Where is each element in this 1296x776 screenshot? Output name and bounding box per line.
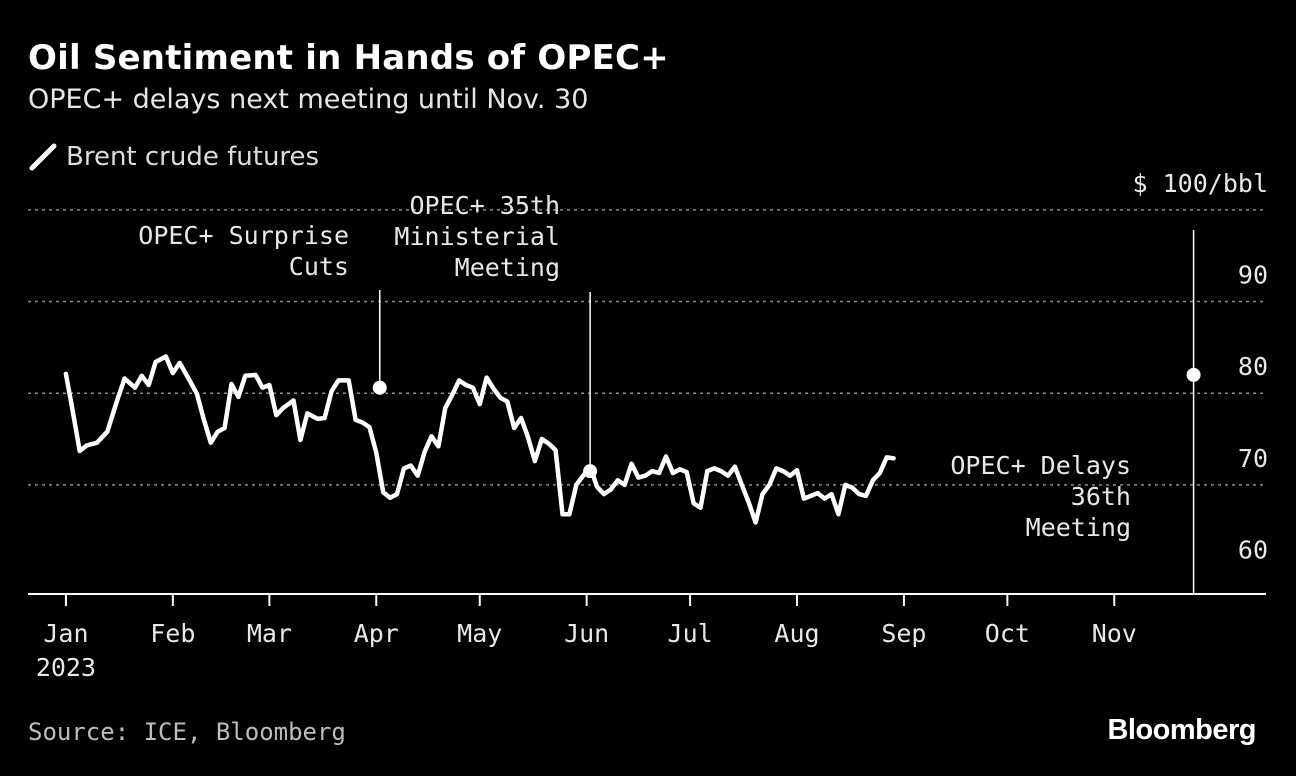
x-tick-label-may: May	[457, 619, 502, 648]
series-line-brent	[63, 354, 896, 525]
x-tick-label-apr: Apr	[354, 619, 399, 648]
legend-label: Brent crude futures	[66, 142, 320, 172]
bloomberg-logo: Bloomberg	[1107, 714, 1256, 746]
source-note: Source: ICE, Bloomberg	[28, 718, 346, 746]
legend-line-icon	[29, 143, 57, 171]
annotation-label-3-line-1: OPEC+ Delays	[950, 451, 1131, 480]
annotation-label-3-line-3: Meeting	[1026, 513, 1131, 542]
x-tick-label-aug: Aug	[774, 619, 819, 648]
x-tick-label-nov: Nov	[1092, 619, 1137, 648]
annotation-marker-3	[1186, 367, 1201, 382]
annotation-label-1-line-2: Cuts	[289, 252, 349, 281]
x-year-label: 2023	[36, 653, 96, 682]
x-tick-label-sep: Sep	[881, 619, 926, 648]
annotation-label-3-line-2: 36th	[1071, 482, 1131, 511]
chart-subtitle: OPEC+ delays next meeting until Nov. 30	[28, 84, 589, 115]
x-tick-label-oct: Oct	[985, 619, 1030, 648]
annotation-label-2-line-2: Ministerial	[394, 222, 560, 251]
annotation-marker-1	[372, 380, 387, 395]
y-tick-label-70: 70	[1238, 444, 1268, 473]
x-tick-label-feb: Feb	[150, 619, 195, 648]
chart-title: Oil Sentiment in Hands of OPEC+	[28, 38, 669, 78]
annotation-label-1-line-1: OPEC+ Surprise	[138, 221, 349, 250]
y-tick-label-80: 80	[1238, 352, 1268, 381]
x-tick-label-mar: Mar	[247, 619, 292, 648]
legend: Brent crude futures	[28, 142, 319, 172]
x-tick-label-jun: Jun	[564, 619, 609, 648]
annotation-label-2-line-1: OPEC+ 35th	[409, 191, 560, 220]
y-tick-label-100: $ 100/bbl	[1133, 169, 1268, 198]
annotation-label-2-line-3: Meeting	[455, 253, 560, 282]
x-tick-label-jul: Jul	[668, 619, 713, 648]
y-tick-label-90: 90	[1238, 261, 1268, 290]
annotation-marker-2	[583, 464, 598, 479]
x-tick-label-jan: Jan	[43, 619, 88, 648]
y-tick-label-60: 60	[1238, 536, 1268, 565]
